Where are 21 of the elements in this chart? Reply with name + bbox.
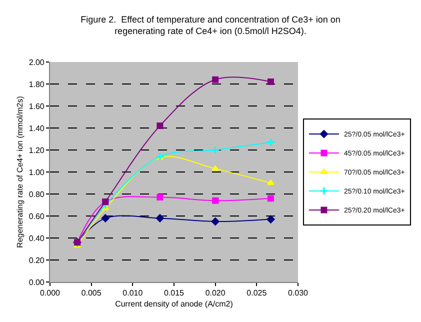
x-axis-title: Current density of anode (A/cm2) — [115, 300, 234, 309]
x-tick-label: 0.010 — [122, 288, 144, 298]
y-tick-label: 0.80 — [28, 190, 45, 199]
x-tick-label: 0.020 — [205, 288, 226, 298]
y-tick-label: 1.00 — [28, 168, 45, 177]
x-tick-label: 0.000 — [40, 288, 61, 298]
x-tick-label: 0.025 — [246, 288, 268, 298]
y-tick-label: 0.60 — [28, 212, 45, 221]
y-tick-label: 0.00 — [28, 278, 45, 287]
y-tick-label: 0.20 — [28, 256, 45, 265]
x-tick-label: 0.005 — [81, 288, 102, 298]
y-tick-label: 1.80 — [28, 80, 45, 89]
y-axis-title: Regenerating rate of Ce4+ ion (mmol/m2s) — [16, 96, 25, 248]
y-tick-label: 1.60 — [28, 102, 45, 111]
y-tick-label: 2.00 — [28, 58, 45, 67]
y-tick-label: 1.20 — [28, 146, 45, 155]
x-tick-label: 0.030 — [288, 288, 309, 298]
y-tick-label: 1.40 — [28, 124, 45, 133]
chart-title: Figure 2. Effect of temperature and concentration of Ce3+ ion on regenerating rate of Ce4+ ion (0.5mol/l H2SO4). — [80, 14, 340, 36]
x-tick-label: 0.015 — [164, 288, 185, 298]
y-tick-label: 0.40 — [28, 234, 45, 243]
